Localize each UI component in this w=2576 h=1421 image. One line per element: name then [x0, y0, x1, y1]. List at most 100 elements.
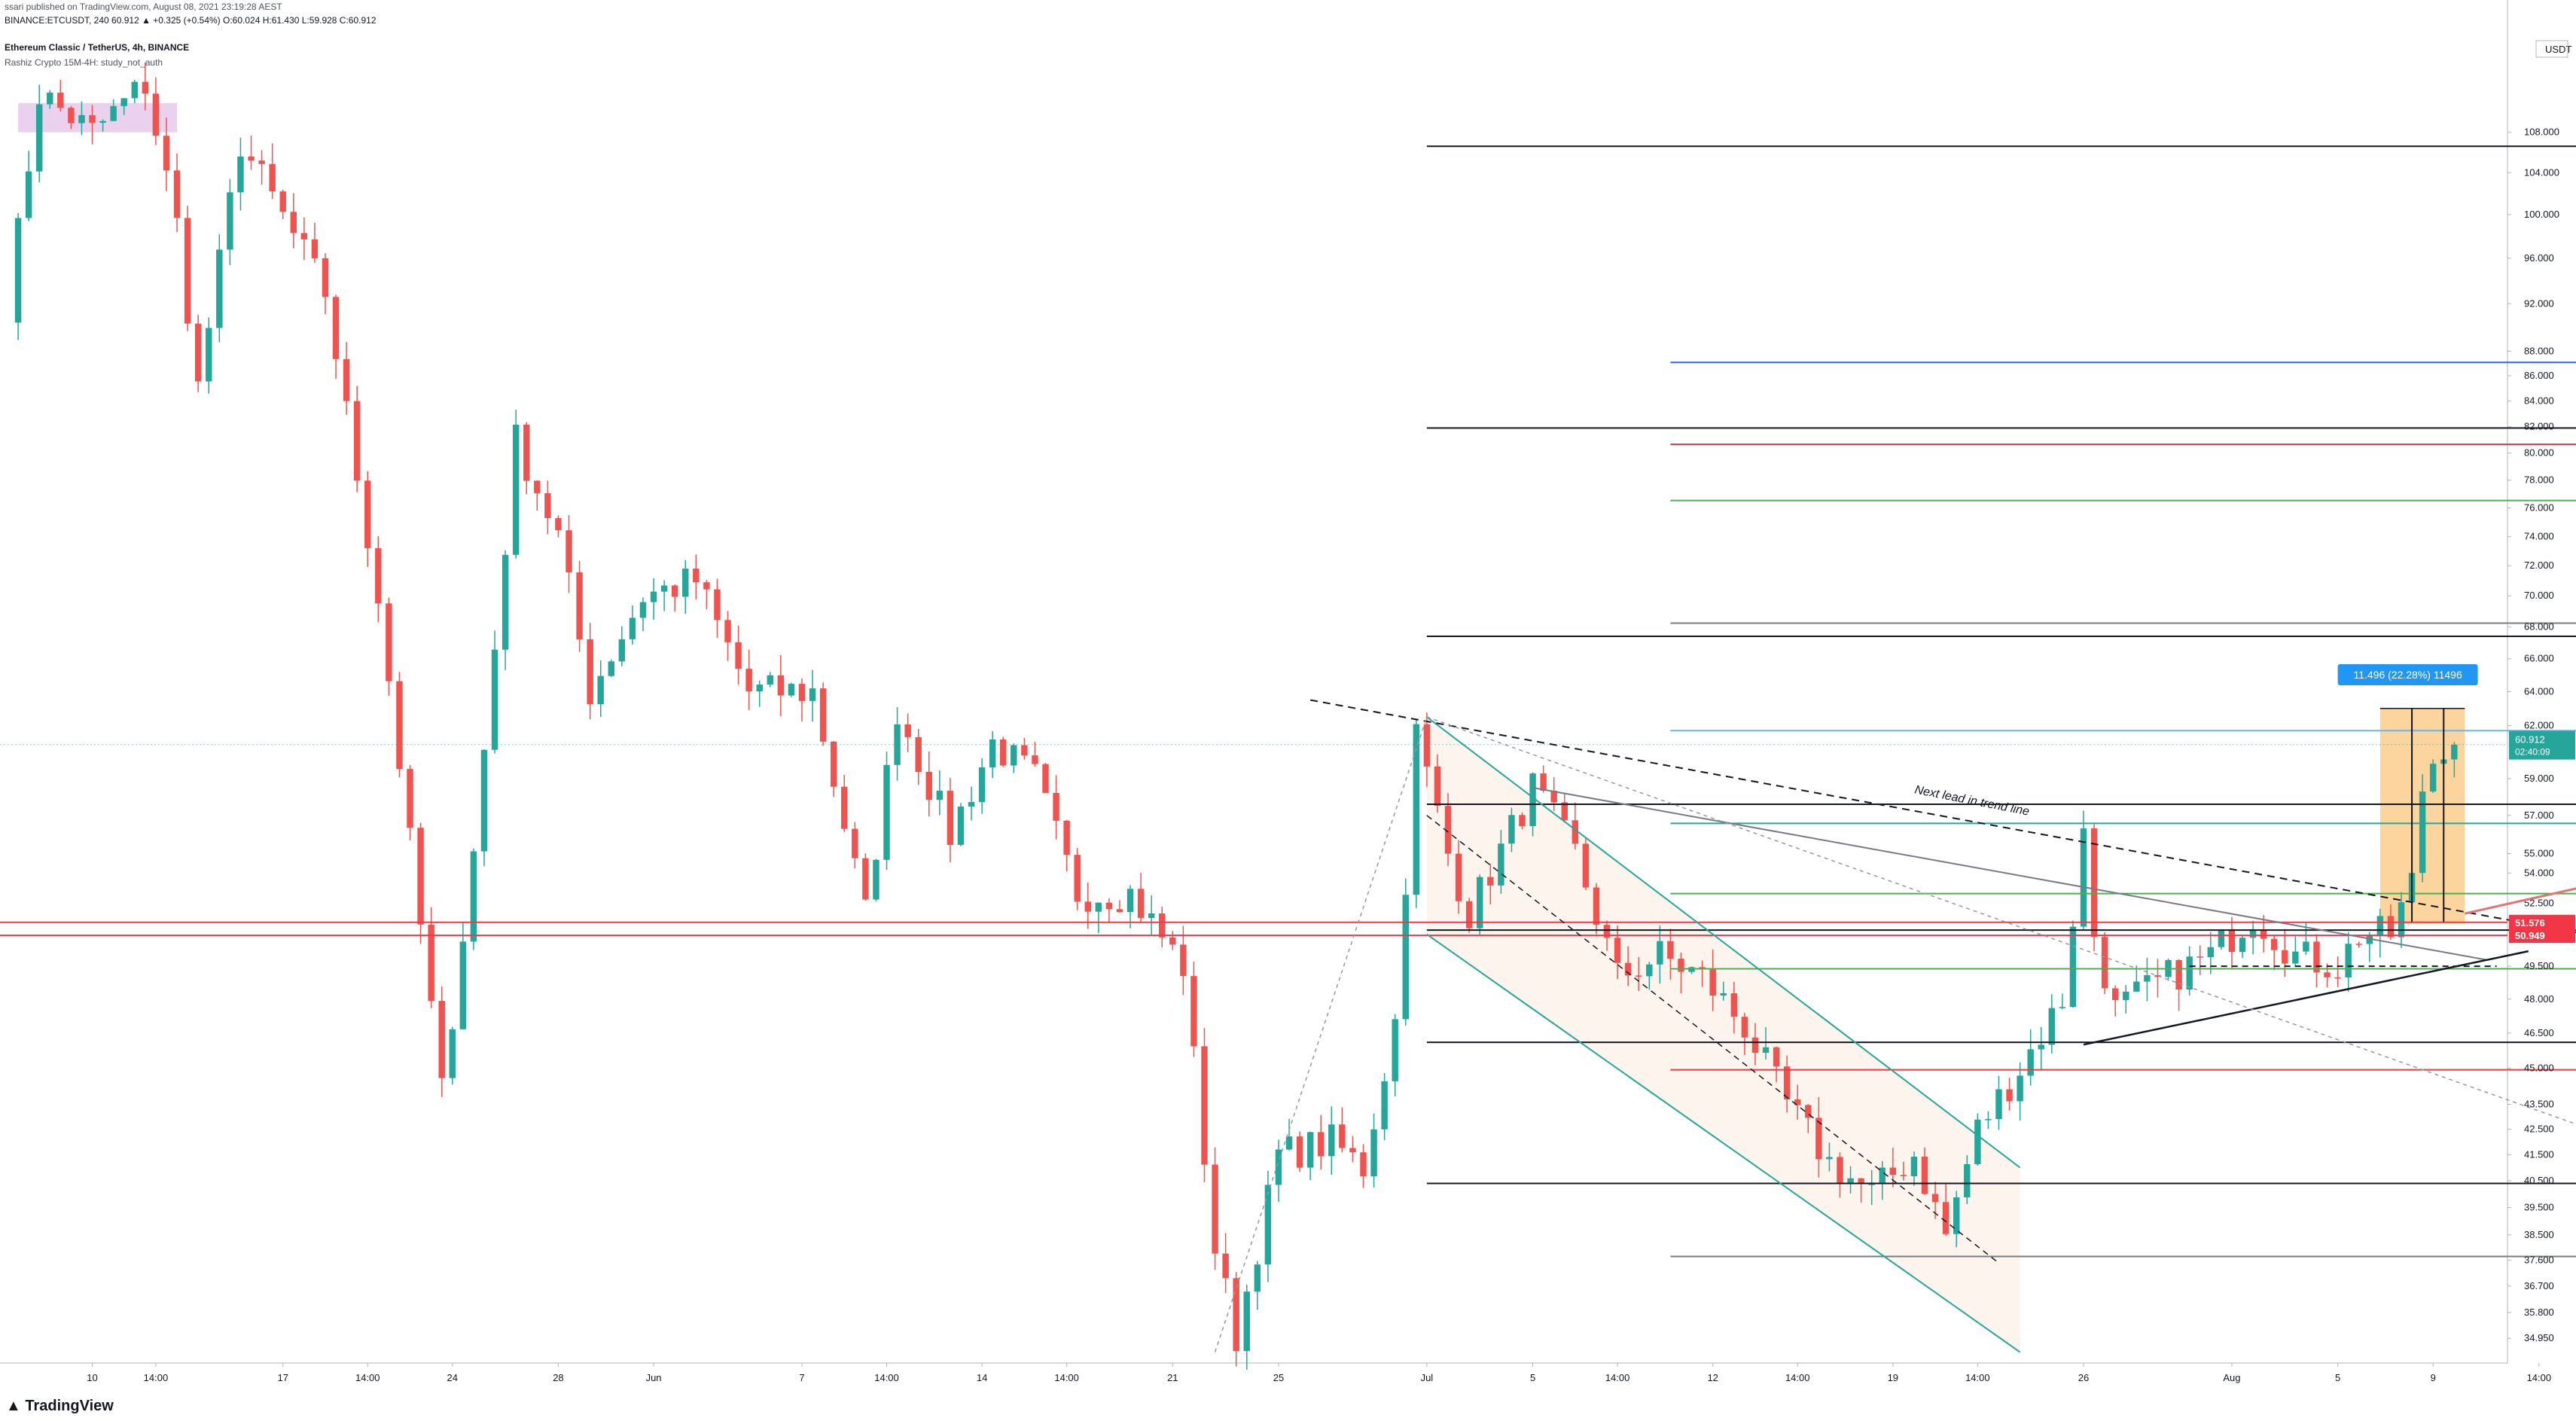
candle-body: [1858, 1178, 1864, 1185]
x-tick-label: 7: [799, 1372, 804, 1383]
candle-body: [120, 98, 127, 106]
candle-body: [2313, 941, 2320, 973]
x-tick-label: 14:00: [144, 1372, 169, 1383]
candle-body: [2292, 951, 2299, 964]
candle-body: [1847, 1178, 1854, 1185]
candle-body: [936, 791, 944, 800]
candle-body: [269, 163, 276, 192]
candle-body: [184, 218, 191, 324]
candle-body: [1487, 877, 1494, 886]
y-tick-label: 92.000: [2524, 297, 2554, 309]
x-tick-label: 14:00: [355, 1372, 380, 1383]
candle-body: [1667, 941, 1674, 959]
y-tick-label: 108.000: [2524, 127, 2559, 138]
candle-body: [629, 617, 636, 639]
candle-body: [2133, 981, 2140, 992]
x-tick-label: 19: [1888, 1372, 1898, 1383]
candle-body: [57, 93, 64, 108]
candle-body: [2123, 991, 2129, 1001]
x-tick-label: 25: [1273, 1372, 1284, 1383]
candle-body: [1964, 1163, 1971, 1197]
candle-body: [671, 585, 678, 597]
candle-body: [883, 764, 890, 860]
candle-body: [1741, 1017, 1748, 1038]
candle-body: [1540, 773, 1547, 791]
candle-body: [2038, 1044, 2044, 1050]
candle-body: [555, 518, 562, 531]
candle-body: [1349, 1148, 1356, 1153]
candle-body: [1805, 1105, 1812, 1118]
candle-body: [311, 239, 319, 258]
candle-body: [1995, 1089, 2002, 1120]
candle-body: [173, 170, 181, 218]
y-tick-label: 46.500: [2524, 1027, 2554, 1038]
candle-body: [1434, 766, 1441, 807]
x-tick-label: 14:00: [1605, 1372, 1630, 1383]
measure-label: 11.496 (22.28%) 11496: [2353, 669, 2462, 681]
candle-body: [639, 602, 647, 618]
candle-body: [1306, 1132, 1314, 1168]
candle-body: [1646, 964, 1653, 977]
candle-body: [2101, 937, 2108, 989]
candle-body: [1910, 1156, 1918, 1176]
candle-body: [2398, 902, 2405, 938]
y-tick-label: 42.500: [2524, 1124, 2554, 1135]
candle-body: [809, 688, 816, 701]
y-tick-label: 76.000: [2524, 502, 2554, 513]
candle-body: [2218, 930, 2225, 947]
candle-body: [290, 212, 297, 233]
x-tick-label: 5: [2335, 1372, 2340, 1383]
candle-body: [68, 108, 75, 123]
candle-body: [819, 688, 827, 742]
x-tick-label: 10: [87, 1372, 97, 1383]
candle-body: [1032, 755, 1038, 764]
candle-body: [1751, 1037, 1759, 1054]
candle-body: [1636, 975, 1642, 977]
measure-label-bg: [2337, 663, 2478, 685]
candle-body: [1212, 1164, 1218, 1254]
candle-body: [1699, 967, 1706, 968]
indicator-legend[interactable]: Rashiz Crypto 15M-4H: study_not_auth: [5, 57, 163, 68]
y-tick-label: 49.500: [2524, 960, 2554, 971]
y-tick-label: 62.000: [2524, 719, 2554, 730]
candle-body: [2154, 974, 2161, 977]
candle-body: [1190, 976, 1197, 1047]
candle-body: [142, 81, 149, 94]
candle-body: [1730, 993, 1738, 1017]
candle-body: [947, 791, 954, 845]
candle-body: [544, 492, 551, 519]
candle-body: [438, 1001, 445, 1078]
candle-body: [1953, 1197, 1960, 1234]
y-tick-label: 40.500: [2524, 1175, 2554, 1186]
channel-mid-dashed: [1426, 815, 1999, 1264]
x-tick-label: 14:00: [2527, 1372, 2552, 1383]
candle-body: [258, 160, 265, 164]
candle-body: [1275, 1149, 1282, 1185]
candle-body: [1318, 1132, 1325, 1157]
candle-body: [1519, 815, 1526, 827]
candle-body: [1794, 1099, 1801, 1105]
candle-body: [968, 802, 975, 807]
time-axis[interactable]: 10 14:00 17 14:00 24 28 Jun 7 14:00 14 14:00 21 25 Ju…: [87, 1363, 2576, 1383]
candle-body: [618, 639, 626, 662]
candle-body: [1455, 853, 1462, 901]
candle-body: [1783, 1066, 1791, 1099]
candle-body: [1201, 1046, 1208, 1165]
candle-body: [300, 233, 308, 239]
bar-countdown: 02:40:09: [2515, 747, 2550, 758]
candle-body: [2355, 944, 2362, 945]
y-tick-label: 39.500: [2524, 1201, 2554, 1212]
price-axis[interactable]: USDT 108.000 104.000 100.000 96.000 92.000 88.…: [2507, 40, 2575, 1343]
last-price-value: 60.912: [2515, 734, 2545, 746]
y-tick-label: 48.000: [2524, 993, 2554, 1005]
drawing-shapes-layer: [18, 102, 2465, 1352]
candle-body: [364, 480, 371, 548]
candle-body: [745, 669, 752, 692]
candle-body: [2207, 947, 2215, 957]
ascending-support-line: [2083, 950, 2529, 1046]
candle-body: [1657, 941, 1663, 965]
candle-body: [904, 724, 911, 737]
candle-body: [322, 258, 329, 297]
chart-title[interactable]: Ethereum Classic / TetherUS, 4h, BINANCE: [5, 42, 190, 53]
